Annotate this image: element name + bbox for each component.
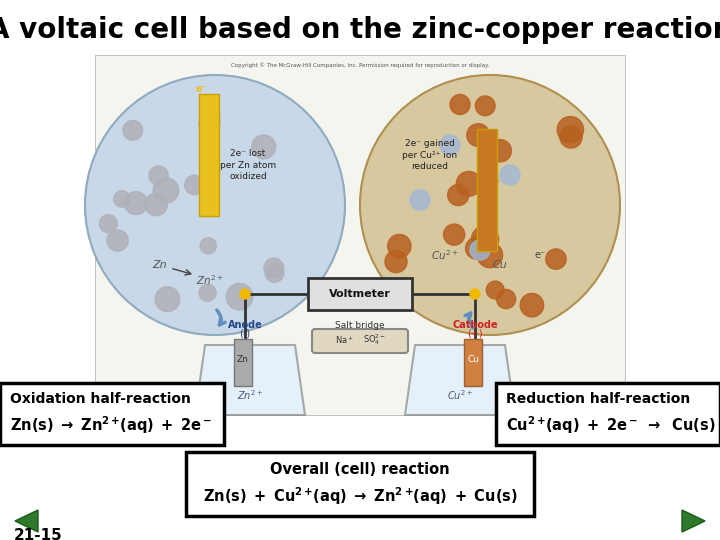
Circle shape [387, 234, 411, 258]
Polygon shape [405, 345, 515, 415]
Circle shape [114, 191, 130, 207]
Circle shape [153, 178, 179, 203]
Circle shape [546, 249, 566, 269]
Circle shape [264, 258, 284, 278]
Text: Copyright © The McGraw-Hill Companies, Inc. Permission required for reproduction: Copyright © The McGraw-Hill Companies, I… [231, 62, 489, 68]
Text: $\mathbf{Zn(s)\ \rightarrow\ Zn^{2+}\!(aq)\ +\ 2e^-}$: $\mathbf{Zn(s)\ \rightarrow\ Zn^{2+}\!(a… [10, 414, 212, 436]
Circle shape [252, 135, 276, 159]
Text: $Zn^{2+}$: $Zn^{2+}$ [237, 388, 263, 402]
Circle shape [466, 238, 487, 259]
Polygon shape [15, 510, 38, 532]
Text: e⁻: e⁻ [534, 250, 546, 260]
FancyBboxPatch shape [234, 339, 252, 386]
Circle shape [99, 214, 117, 233]
Circle shape [470, 289, 480, 299]
Text: Voltmeter: Voltmeter [329, 289, 391, 299]
FancyBboxPatch shape [199, 94, 219, 216]
Text: 2e⁻ gained
per Cu²⁺ ion
reduced: 2e⁻ gained per Cu²⁺ ion reduced [402, 139, 458, 171]
Circle shape [477, 242, 503, 268]
Text: (+): (+) [467, 328, 483, 338]
Text: Salt bridge: Salt bridge [336, 321, 384, 330]
FancyBboxPatch shape [0, 383, 224, 445]
Circle shape [456, 171, 481, 196]
Text: Zn: Zn [237, 355, 249, 364]
Text: Cu: Cu [467, 355, 479, 364]
Circle shape [450, 94, 470, 114]
Text: $\mathbf{Cu^{2+}\!(aq)\ +\ 2e^-\ \rightarrow\ \ Cu(s)}$: $\mathbf{Cu^{2+}\!(aq)\ +\ 2e^-\ \righta… [506, 414, 716, 436]
Circle shape [448, 185, 469, 206]
Circle shape [467, 124, 490, 146]
Circle shape [475, 96, 495, 116]
Polygon shape [682, 510, 705, 532]
Circle shape [489, 139, 511, 162]
Circle shape [199, 116, 217, 133]
Text: A voltaic cell based on the zinc-copper reaction: A voltaic cell based on the zinc-copper … [0, 16, 720, 44]
Circle shape [199, 284, 216, 301]
FancyBboxPatch shape [308, 278, 412, 310]
Text: 21-15: 21-15 [14, 528, 63, 540]
Circle shape [486, 281, 504, 299]
Circle shape [500, 165, 520, 185]
Text: 2e⁻ lost
per Zn atom
oxidized: 2e⁻ lost per Zn atom oxidized [220, 150, 276, 180]
FancyBboxPatch shape [312, 329, 408, 353]
Text: $\mathbf{Zn(s)\ +\ Cu^{2+}\!(aq)\ \rightarrow\ Zn^{2+}\!(aq)\ +\ Cu(s)}$: $\mathbf{Zn(s)\ +\ Cu^{2+}\!(aq)\ \right… [202, 485, 518, 507]
Circle shape [265, 264, 284, 282]
Circle shape [145, 193, 167, 215]
Circle shape [125, 192, 148, 215]
Circle shape [520, 293, 544, 317]
Circle shape [557, 117, 583, 143]
Circle shape [155, 287, 180, 312]
Circle shape [482, 173, 498, 190]
Circle shape [560, 126, 582, 148]
Circle shape [226, 284, 253, 310]
Polygon shape [195, 345, 305, 415]
Circle shape [470, 240, 490, 260]
Text: Zn: Zn [153, 260, 167, 270]
Text: Na$^+$: Na$^+$ [336, 334, 354, 346]
Circle shape [200, 111, 220, 131]
Circle shape [185, 176, 204, 195]
Circle shape [149, 166, 168, 185]
Text: Oxidation half-reaction: Oxidation half-reaction [10, 392, 191, 406]
FancyBboxPatch shape [95, 55, 625, 415]
Text: Reduction half-reaction: Reduction half-reaction [506, 392, 690, 406]
Text: Overall (cell) reaction: Overall (cell) reaction [270, 462, 450, 477]
Circle shape [385, 251, 407, 273]
Circle shape [85, 75, 345, 335]
Text: Cathode: Cathode [452, 320, 498, 330]
Circle shape [360, 75, 620, 335]
FancyBboxPatch shape [477, 129, 497, 251]
Text: SO$_4^{2-}$: SO$_4^{2-}$ [364, 333, 387, 347]
Text: $Zn^{2+}$: $Zn^{2+}$ [196, 273, 224, 287]
Circle shape [497, 289, 516, 309]
Circle shape [444, 224, 464, 245]
Text: Anode: Anode [228, 320, 262, 330]
Circle shape [200, 238, 216, 254]
Circle shape [440, 135, 460, 155]
Text: (-): (-) [240, 328, 251, 338]
Circle shape [410, 190, 430, 210]
Text: e⁻: e⁻ [196, 84, 208, 94]
Circle shape [472, 226, 499, 253]
Text: $Cu^{2+}$: $Cu^{2+}$ [431, 248, 459, 262]
Text: $Cu^{2+}$: $Cu^{2+}$ [447, 388, 473, 402]
FancyBboxPatch shape [496, 383, 720, 445]
Text: Cu: Cu [492, 260, 508, 270]
FancyBboxPatch shape [464, 339, 482, 386]
Circle shape [240, 289, 250, 299]
Circle shape [123, 120, 143, 140]
Circle shape [107, 230, 128, 251]
FancyBboxPatch shape [186, 452, 534, 516]
